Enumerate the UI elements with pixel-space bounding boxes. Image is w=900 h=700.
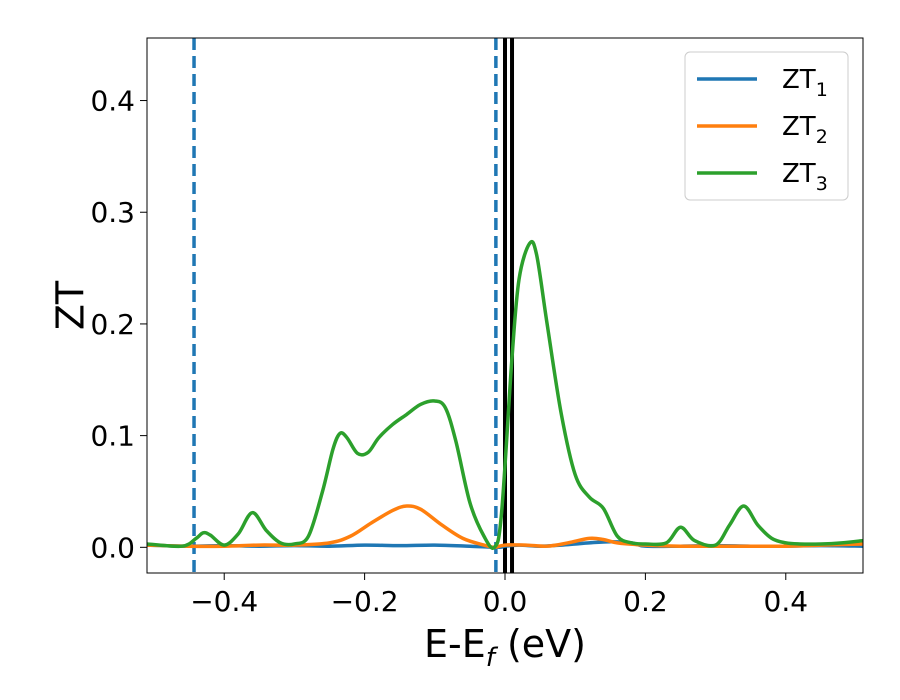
series-line-zt3 [147, 239, 863, 550]
y-tick-label: 0.1 [90, 420, 135, 453]
axis-ticks: −0.4 −0.2 0.0 0.2 0.4 0.0 0.1 0.2 0.3 0.4 [90, 85, 808, 618]
legend-label-zt2: ZT2 [782, 112, 828, 148]
x-tick-label: −0.4 [190, 585, 258, 618]
data-layer [147, 38, 863, 573]
legend-label-zt1: ZT1 [782, 65, 828, 101]
y-tick-label: 0.2 [90, 308, 135, 341]
x-tick-label: 0.2 [623, 585, 668, 618]
x-tick-label: −0.2 [331, 585, 399, 618]
x-axis-label: E-Ef (eV) [424, 622, 586, 673]
y-tick-label: 0.4 [90, 85, 135, 118]
legend: ZT1 ZT2 ZT3 [684, 51, 849, 201]
plot-area [146, 37, 864, 574]
y-tick-label: 0.0 [90, 531, 135, 564]
y-tick-label: 0.3 [90, 196, 135, 229]
x-tick-label: 0.0 [483, 585, 528, 618]
x-tick-label: 0.4 [764, 585, 809, 618]
y-axis-label: ZT [48, 280, 92, 330]
legend-box [684, 51, 849, 201]
legend-label-zt3: ZT3 [782, 159, 828, 195]
